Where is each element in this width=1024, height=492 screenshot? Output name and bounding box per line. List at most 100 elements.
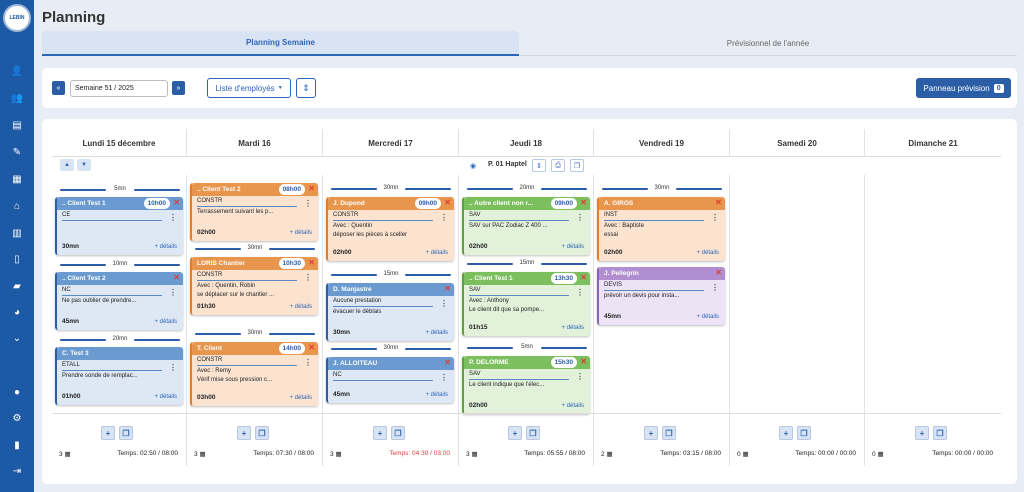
close-icon[interactable]: ✕	[444, 284, 451, 293]
close-icon[interactable]: ✕	[444, 198, 451, 207]
intervention-card[interactable]: T. Client 14h00 ✕ CONSTR ⋮ Avec : Remy V…	[190, 342, 318, 406]
logout-icon[interactable]: ⇥	[12, 465, 22, 477]
copy-icon[interactable]: ❐	[570, 159, 584, 172]
close-icon[interactable]: ✕	[580, 198, 587, 207]
user-icon[interactable]: ●	[13, 386, 21, 398]
employees-dropdown[interactable]: Liste d'employés ▼	[207, 78, 291, 98]
more-icon[interactable]: ⋮	[440, 299, 448, 308]
print-icon[interactable]: ⎙	[551, 159, 565, 172]
card-code: ETALL	[62, 362, 80, 368]
copy-icon[interactable]: ❐	[662, 426, 676, 440]
more-icon[interactable]: ⋮	[576, 288, 584, 297]
intervention-card[interactable]: J. Dupond 09h00 ✕ CONSTR ⋮ Avec : Quenti…	[326, 197, 454, 261]
close-icon[interactable]: ✕	[715, 198, 722, 207]
panneau-prevision-button[interactable]: Panneau prévision 0	[916, 78, 1011, 98]
details-link[interactable]: + détails	[561, 325, 584, 331]
intervention-card[interactable]: J. ALLOITEAU ✕ NC ⋮ 45mn + détails	[326, 357, 454, 403]
calendar-icon[interactable]: ▦	[12, 173, 22, 185]
add-icon[interactable]: +	[237, 426, 251, 440]
details-link[interactable]: + détails	[289, 230, 312, 236]
add-icon[interactable]: +	[644, 426, 658, 440]
intervention-card[interactable]: .. Client Test 2 08h00 ✕ CONSTR ⋮ Terras…	[190, 183, 318, 241]
close-icon[interactable]: ✕	[580, 357, 587, 366]
close-icon[interactable]: ✕	[580, 273, 587, 282]
intervention-card[interactable]: J. Pellegrin ✕ DEVIS ⋮ prévoir un devis …	[597, 267, 725, 325]
chart-icon[interactable]: ▥	[12, 227, 22, 239]
eye-icon[interactable]: ◉	[466, 159, 480, 172]
close-icon[interactable]: ✕	[715, 268, 722, 277]
more-icon[interactable]: ⋮	[304, 199, 312, 208]
more-icon[interactable]: ⋮	[169, 213, 177, 222]
more-icon[interactable]: ⋮	[576, 372, 584, 381]
more-icon[interactable]: ⋮	[711, 283, 719, 292]
details-link[interactable]: + détails	[289, 395, 312, 401]
details-link[interactable]: + détails	[154, 394, 177, 400]
intervention-card[interactable]: .. Client Test 1 10h00 ✕ CE ⋮ 30mn + dét…	[55, 197, 183, 255]
pie-chart-icon[interactable]: ◕	[13, 306, 21, 318]
week-input[interactable]: Semaine 51 / 2025	[70, 80, 168, 97]
chevron-up-icon[interactable]: ▲	[60, 159, 74, 171]
expand-icon[interactable]: ⇕	[296, 78, 316, 98]
details-link[interactable]: + détails	[561, 244, 584, 250]
close-icon[interactable]: ✕	[173, 273, 180, 282]
intervention-card[interactable]: D. Manjastre ✕ Aucune prestation ⋮ évacu…	[326, 283, 454, 341]
close-icon[interactable]: ✕	[308, 184, 315, 193]
more-icon[interactable]: ⋮	[576, 213, 584, 222]
tab-previsionnel[interactable]: Prévisionnel de l'année	[726, 39, 810, 48]
copy-icon[interactable]: ❐	[526, 426, 540, 440]
chevron-down-icon[interactable]: ⌄	[12, 332, 22, 344]
card-code: DEVIS	[604, 282, 623, 288]
details-link[interactable]: + détails	[696, 314, 719, 320]
intervention-card[interactable]: .. Client Test 2 ✕ NC ⋮ Ne pas oublier d…	[55, 272, 183, 330]
details-link[interactable]: + détails	[425, 392, 448, 398]
users-plus-icon[interactable]: 👤	[10, 65, 24, 77]
add-icon[interactable]: +	[373, 426, 387, 440]
truck-icon[interactable]: ▰	[13, 280, 21, 292]
copy-icon[interactable]: ❐	[933, 426, 947, 440]
more-icon[interactable]: ⋮	[304, 273, 312, 282]
more-icon[interactable]: ⋮	[711, 213, 719, 222]
team-icon[interactable]: 👥	[10, 92, 24, 104]
copy-icon[interactable]: ❐	[255, 426, 269, 440]
expand-icon[interactable]: ⇕	[532, 159, 546, 172]
details-link[interactable]: + détails	[425, 250, 448, 256]
intervention-card[interactable]: LORIS Chantier 10h30 ✕ CONSTR ⋮ Avec : Q…	[190, 257, 318, 315]
more-icon[interactable]: ⋮	[440, 213, 448, 222]
intervention-card[interactable]: A. GIROS ✕ INST ⋮ Avec : Baptiste essai …	[597, 197, 725, 261]
details-link[interactable]: + détails	[425, 330, 448, 336]
add-icon[interactable]: +	[915, 426, 929, 440]
copy-icon[interactable]: ❐	[119, 426, 133, 440]
close-icon[interactable]: ✕	[173, 198, 180, 207]
intervention-card[interactable]: C. Test 3 ETALL ⋮ Prendre sonde de rempl…	[55, 347, 183, 405]
book-icon[interactable]: ▯	[14, 253, 20, 265]
copy-icon[interactable]: ❐	[391, 426, 405, 440]
chevron-down-icon[interactable]: ▼	[77, 159, 91, 171]
close-icon[interactable]: ✕	[308, 343, 315, 352]
intervention-card[interactable]: .. Client Test 1 13h30 ✕ SAV ⋮ Avec : An…	[462, 272, 590, 336]
more-icon[interactable]: ⋮	[169, 363, 177, 372]
details-link[interactable]: + détails	[561, 403, 584, 409]
intervention-card[interactable]: P. DELORME 15h30 ✕ SAV ⋮ Le client indiq…	[462, 356, 590, 414]
add-icon[interactable]: +	[101, 426, 115, 440]
intervention-card[interactable]: .. Autre client non r... 09h00 ✕ SAV ⋮ S…	[462, 197, 590, 255]
prev-week-button[interactable]: «	[52, 81, 65, 95]
phone-icon[interactable]: ▮	[14, 439, 20, 451]
more-icon[interactable]: ⋮	[304, 358, 312, 367]
add-icon[interactable]: +	[779, 426, 793, 440]
details-link[interactable]: + détails	[696, 250, 719, 256]
details-link[interactable]: + détails	[154, 319, 177, 325]
add-icon[interactable]: +	[508, 426, 522, 440]
close-icon[interactable]: ✕	[444, 358, 451, 367]
edit-icon[interactable]: ✎	[12, 146, 22, 158]
gear-icon[interactable]: ⚙	[12, 412, 22, 424]
close-icon[interactable]: ✕	[308, 258, 315, 267]
more-icon[interactable]: ⋮	[169, 288, 177, 297]
details-link[interactable]: + détails	[289, 304, 312, 310]
tab-planning-semaine[interactable]: Planning Semaine	[42, 31, 519, 56]
next-week-button[interactable]: »	[172, 81, 185, 95]
store-icon[interactable]: ⌂	[13, 200, 21, 212]
details-link[interactable]: + détails	[154, 244, 177, 250]
more-icon[interactable]: ⋮	[440, 373, 448, 382]
document-icon[interactable]: ▤	[12, 119, 22, 131]
copy-icon[interactable]: ❐	[797, 426, 811, 440]
